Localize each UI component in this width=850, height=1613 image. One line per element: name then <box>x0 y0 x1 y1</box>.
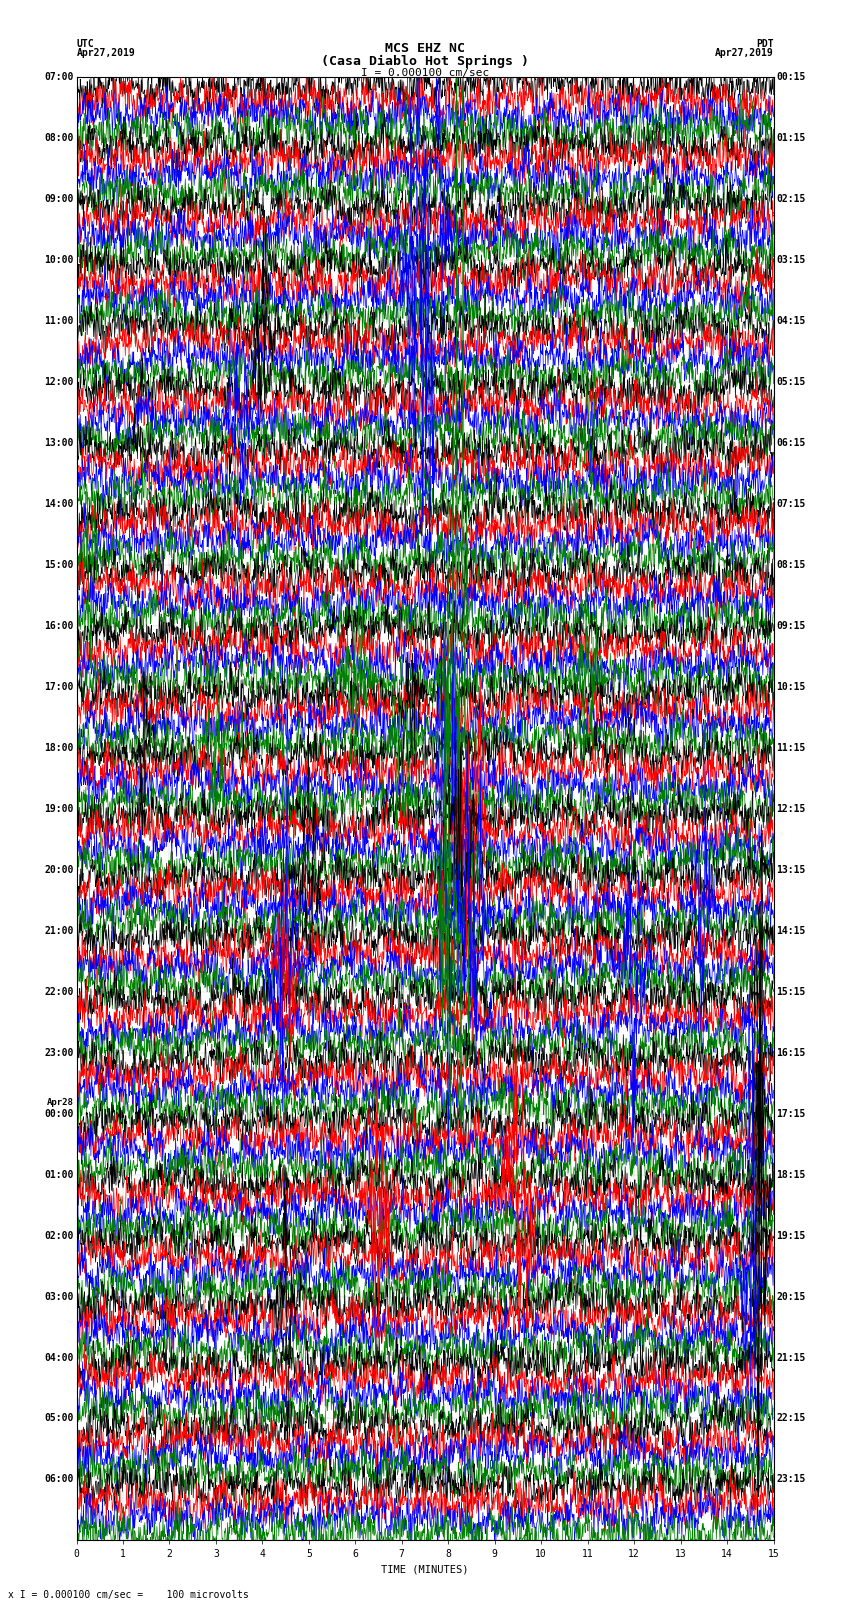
Text: 00:00: 00:00 <box>44 1108 74 1119</box>
Text: 20:00: 20:00 <box>44 865 74 874</box>
Text: 07:00: 07:00 <box>44 73 74 82</box>
Text: 08:15: 08:15 <box>776 560 806 569</box>
Text: 23:15: 23:15 <box>776 1474 806 1484</box>
Text: 01:15: 01:15 <box>776 134 806 144</box>
Text: 10:00: 10:00 <box>44 255 74 265</box>
Text: 13:00: 13:00 <box>44 439 74 448</box>
Text: 17:00: 17:00 <box>44 682 74 692</box>
Text: 02:15: 02:15 <box>776 194 806 205</box>
Text: 20:15: 20:15 <box>776 1292 806 1302</box>
Text: 14:15: 14:15 <box>776 926 806 936</box>
Text: 02:00: 02:00 <box>44 1231 74 1240</box>
Text: 18:00: 18:00 <box>44 744 74 753</box>
Text: 23:00: 23:00 <box>44 1048 74 1058</box>
Text: 06:15: 06:15 <box>776 439 806 448</box>
Text: 12:15: 12:15 <box>776 803 806 815</box>
Text: Apr27,2019: Apr27,2019 <box>715 48 774 58</box>
Text: 12:00: 12:00 <box>44 377 74 387</box>
Text: Apr28: Apr28 <box>47 1098 74 1107</box>
Text: 03:15: 03:15 <box>776 255 806 265</box>
Text: 18:15: 18:15 <box>776 1169 806 1179</box>
Text: 22:00: 22:00 <box>44 987 74 997</box>
Text: 15:00: 15:00 <box>44 560 74 569</box>
Text: 04:00: 04:00 <box>44 1353 74 1363</box>
Text: 09:15: 09:15 <box>776 621 806 631</box>
Text: MCS EHZ NC: MCS EHZ NC <box>385 42 465 55</box>
Text: PDT: PDT <box>756 39 774 48</box>
Text: 17:15: 17:15 <box>776 1108 806 1119</box>
Text: 11:00: 11:00 <box>44 316 74 326</box>
Text: 00:15: 00:15 <box>776 73 806 82</box>
Text: 06:00: 06:00 <box>44 1474 74 1484</box>
Text: 19:15: 19:15 <box>776 1231 806 1240</box>
Text: Apr27,2019: Apr27,2019 <box>76 48 135 58</box>
Text: I = 0.000100 cm/sec: I = 0.000100 cm/sec <box>361 68 489 77</box>
Text: UTC: UTC <box>76 39 94 48</box>
Text: 03:00: 03:00 <box>44 1292 74 1302</box>
X-axis label: TIME (MINUTES): TIME (MINUTES) <box>382 1565 468 1574</box>
Text: 16:00: 16:00 <box>44 621 74 631</box>
Text: 13:15: 13:15 <box>776 865 806 874</box>
Text: 22:15: 22:15 <box>776 1413 806 1424</box>
Text: 16:15: 16:15 <box>776 1048 806 1058</box>
Text: 21:15: 21:15 <box>776 1353 806 1363</box>
Text: 04:15: 04:15 <box>776 316 806 326</box>
Text: (Casa Diablo Hot Springs ): (Casa Diablo Hot Springs ) <box>321 55 529 68</box>
Text: 05:00: 05:00 <box>44 1413 74 1424</box>
Text: 10:15: 10:15 <box>776 682 806 692</box>
Text: 08:00: 08:00 <box>44 134 74 144</box>
Text: 21:00: 21:00 <box>44 926 74 936</box>
Text: 01:00: 01:00 <box>44 1169 74 1179</box>
Text: 14:00: 14:00 <box>44 498 74 510</box>
Text: 07:15: 07:15 <box>776 498 806 510</box>
Text: 09:00: 09:00 <box>44 194 74 205</box>
Text: 05:15: 05:15 <box>776 377 806 387</box>
Text: 19:00: 19:00 <box>44 803 74 815</box>
Text: x I = 0.000100 cm/sec =    100 microvolts: x I = 0.000100 cm/sec = 100 microvolts <box>8 1590 249 1600</box>
Text: 15:15: 15:15 <box>776 987 806 997</box>
Text: 11:15: 11:15 <box>776 744 806 753</box>
